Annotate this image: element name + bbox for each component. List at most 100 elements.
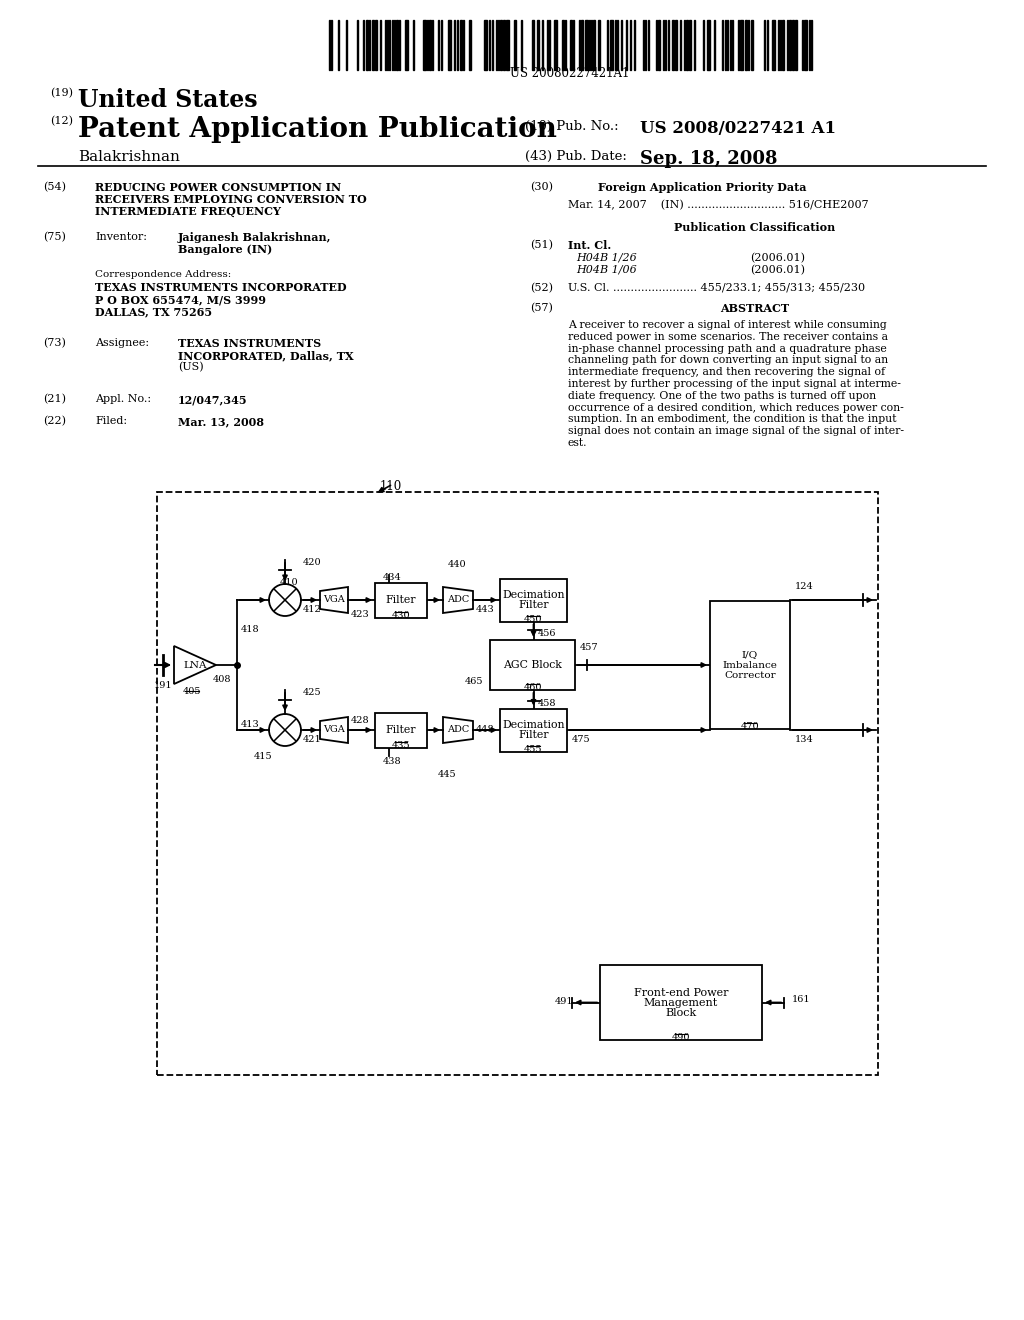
Text: 448: 448 xyxy=(476,725,495,734)
Bar xyxy=(790,20,791,70)
Text: 457: 457 xyxy=(580,643,599,652)
Text: RECEIVERS EMPLOYING CONVERSION TO: RECEIVERS EMPLOYING CONVERSION TO xyxy=(95,194,367,205)
Text: Publication Classification: Publication Classification xyxy=(675,222,836,234)
Text: 418: 418 xyxy=(241,626,260,635)
Text: AGC Block: AGC Block xyxy=(503,660,562,671)
Text: 410: 410 xyxy=(280,578,299,587)
Text: INCORPORATED, Dallas, TX: INCORPORATED, Dallas, TX xyxy=(178,350,353,360)
Text: (10) Pub. No.:: (10) Pub. No.: xyxy=(525,120,618,133)
Bar xyxy=(600,965,762,1040)
Text: Decimation: Decimation xyxy=(502,590,565,601)
Bar xyxy=(689,20,691,70)
Text: 191: 191 xyxy=(154,681,172,690)
Text: Mar. 13, 2008: Mar. 13, 2008 xyxy=(178,416,264,426)
Text: 421: 421 xyxy=(303,735,322,744)
Text: P O BOX 655474, M/S 3999: P O BOX 655474, M/S 3999 xyxy=(95,294,266,305)
Text: (21): (21) xyxy=(43,393,66,404)
Text: 428: 428 xyxy=(351,715,370,725)
Bar xyxy=(506,20,509,70)
Bar xyxy=(372,20,374,70)
Text: 413: 413 xyxy=(241,719,260,729)
Bar xyxy=(500,578,567,622)
Text: Patent Application Publication: Patent Application Publication xyxy=(78,116,557,143)
Bar xyxy=(396,20,398,70)
Bar xyxy=(429,20,431,70)
Text: intermediate frequency, and then recovering the signal of: intermediate frequency, and then recover… xyxy=(568,367,885,378)
Text: INTERMEDIATE FREQUENCY: INTERMEDIATE FREQUENCY xyxy=(95,206,281,216)
Text: (57): (57) xyxy=(530,304,553,313)
Bar xyxy=(562,20,564,70)
Text: (30): (30) xyxy=(530,182,553,193)
Text: Correspondence Address:: Correspondence Address: xyxy=(95,271,231,279)
Bar xyxy=(375,582,427,618)
Bar xyxy=(469,20,471,70)
Text: U.S. Cl. ........................ 455/233.1; 455/313; 455/230: U.S. Cl. ........................ 455/23… xyxy=(568,282,865,293)
Text: H04B 1/06: H04B 1/06 xyxy=(575,265,637,275)
Text: 490: 490 xyxy=(672,1034,690,1041)
Bar xyxy=(686,20,688,70)
Text: 420: 420 xyxy=(303,558,322,568)
Text: 475: 475 xyxy=(572,735,591,744)
Text: (75): (75) xyxy=(43,232,66,243)
Text: (12): (12) xyxy=(50,116,73,127)
Bar xyxy=(772,20,775,70)
Bar xyxy=(366,20,368,70)
Text: Balakrishnan: Balakrishnan xyxy=(78,150,180,164)
Text: (19): (19) xyxy=(50,88,73,98)
Text: 438: 438 xyxy=(383,758,401,767)
Text: Assignee:: Assignee: xyxy=(95,338,150,348)
Bar xyxy=(554,20,557,70)
Text: channeling path for down converting an input signal to an: channeling path for down converting an i… xyxy=(568,355,888,366)
Text: 440: 440 xyxy=(449,560,467,569)
Text: Filter: Filter xyxy=(518,730,549,741)
Text: (73): (73) xyxy=(43,338,66,348)
Text: 445: 445 xyxy=(438,770,457,779)
Text: 434: 434 xyxy=(383,573,401,582)
Text: 110: 110 xyxy=(380,480,402,492)
Text: Management: Management xyxy=(644,998,718,1007)
Bar xyxy=(795,20,797,70)
Text: 455: 455 xyxy=(524,744,543,754)
Text: Corrector: Corrector xyxy=(724,671,776,680)
Text: 415: 415 xyxy=(254,752,272,762)
Text: TEXAS INSTRUMENTS INCORPORATED: TEXAS INSTRUMENTS INCORPORATED xyxy=(95,282,347,293)
Text: United States: United States xyxy=(78,88,258,112)
Bar xyxy=(449,20,451,70)
Text: TEXAS INSTRUMENTS: TEXAS INSTRUMENTS xyxy=(178,338,322,348)
Bar xyxy=(782,20,784,70)
Bar xyxy=(423,20,426,70)
Text: LNA: LNA xyxy=(183,660,207,669)
Text: A receiver to recover a signal of interest while consuming: A receiver to recover a signal of intere… xyxy=(568,319,887,330)
Text: 460: 460 xyxy=(523,682,542,692)
Text: (51): (51) xyxy=(530,240,553,251)
Bar xyxy=(658,20,660,70)
Text: 456: 456 xyxy=(538,630,556,639)
Bar xyxy=(672,20,674,70)
Text: (52): (52) xyxy=(530,282,553,293)
Text: (2006.01): (2006.01) xyxy=(750,265,805,276)
Bar xyxy=(537,20,539,70)
Bar xyxy=(593,20,595,70)
Text: (22): (22) xyxy=(43,416,66,426)
Text: 430: 430 xyxy=(392,610,411,619)
Text: Filter: Filter xyxy=(386,725,416,735)
Text: Foreign Application Priority Data: Foreign Application Priority Data xyxy=(598,182,807,193)
Bar xyxy=(710,601,790,729)
Text: Imbalance: Imbalance xyxy=(723,660,777,669)
Text: VGA: VGA xyxy=(324,726,345,734)
Text: signal does not contain an image signal of the signal of inter-: signal does not contain an image signal … xyxy=(568,426,904,436)
Text: ADC: ADC xyxy=(446,726,469,734)
Text: Jaiganesh Balakrishnan,: Jaiganesh Balakrishnan, xyxy=(178,232,332,243)
Text: 134: 134 xyxy=(795,735,814,744)
Text: 465: 465 xyxy=(465,677,483,686)
Bar xyxy=(157,492,878,1074)
Text: Appl. No.:: Appl. No.: xyxy=(95,393,152,404)
Text: 443: 443 xyxy=(476,605,495,614)
Bar xyxy=(581,20,583,70)
Text: est.: est. xyxy=(568,438,588,447)
Text: 435: 435 xyxy=(392,741,411,750)
Text: 12/047,345: 12/047,345 xyxy=(178,393,248,405)
Bar xyxy=(500,20,502,70)
Bar xyxy=(500,709,567,751)
Text: 491: 491 xyxy=(555,998,573,1006)
